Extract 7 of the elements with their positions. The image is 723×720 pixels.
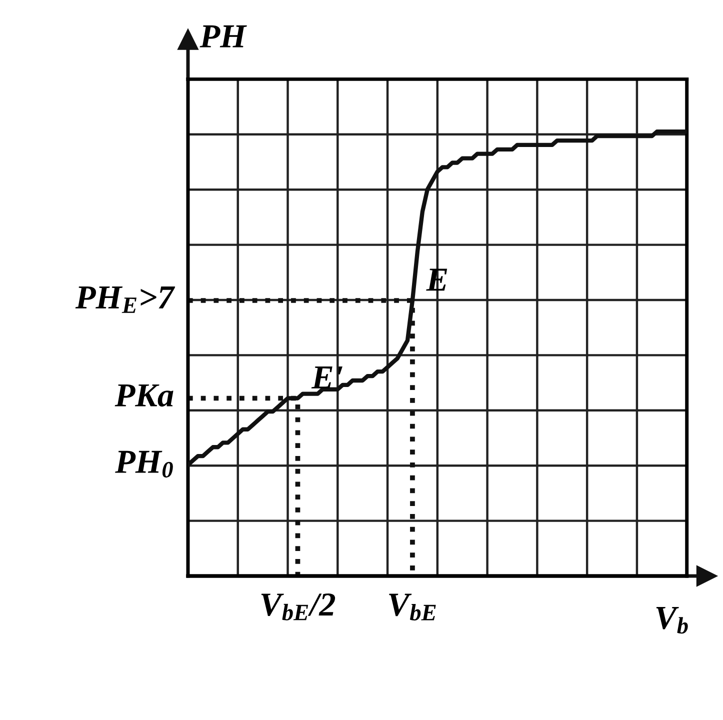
- text: PH$_{E}$>7: [75, 286, 176, 313]
- x-axis-title: V$_{b}$: [656, 606, 688, 634]
- text: PH$_{0}$: [115, 450, 173, 478]
- text: PKa: [114, 384, 174, 407]
- y-axis-title: PH: [200, 25, 247, 48]
- text: V$_{bE}$/2: [261, 593, 336, 620]
- text: V$_{bE}$: [389, 594, 436, 620]
